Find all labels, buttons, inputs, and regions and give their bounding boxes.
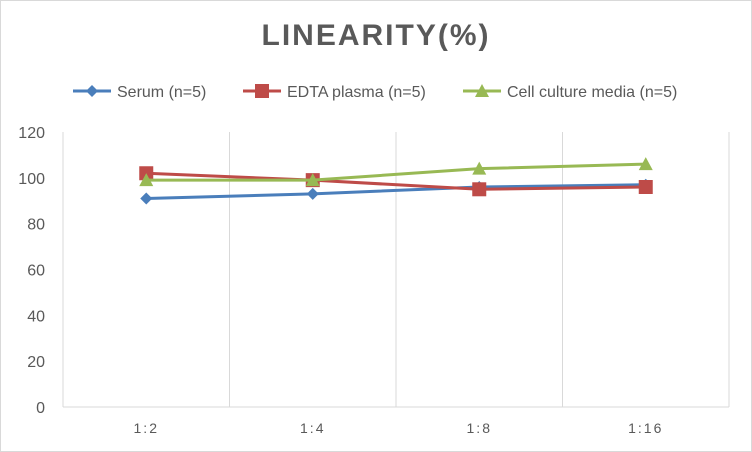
x-tick-label: 1:8 — [467, 420, 492, 436]
chart-title: LINEARITY(%) — [261, 19, 491, 52]
y-tick-label: 120 — [18, 125, 45, 142]
data-point — [140, 192, 153, 205]
data-point — [305, 173, 320, 187]
legend-marker — [255, 84, 269, 98]
data-point — [139, 173, 154, 187]
legend-marker — [475, 84, 489, 97]
legend-label: Serum (n=5) — [117, 84, 206, 101]
x-tick-label: 1:16 — [628, 420, 663, 436]
y-tick-label: 100 — [18, 171, 45, 188]
y-tick-label: 60 — [27, 263, 45, 280]
series-line — [146, 171, 646, 191]
legend-label: Cell culture media (n=5) — [507, 84, 677, 101]
y-tick-label: 0 — [36, 400, 45, 417]
series-line — [146, 162, 646, 182]
data-point — [638, 157, 653, 171]
data-point — [472, 161, 487, 175]
x-tick-label: 1:4 — [300, 420, 325, 436]
y-tick-label: 20 — [27, 354, 45, 371]
series-line — [146, 183, 646, 200]
y-tick-label: 40 — [27, 308, 45, 325]
y-tick-label: 80 — [27, 217, 45, 234]
x-tick-label: 1:2 — [134, 420, 159, 436]
data-point — [638, 180, 653, 194]
data-point — [306, 187, 319, 200]
legend-marker — [86, 85, 98, 97]
legend-label: EDTA plasma (n=5) — [287, 84, 426, 101]
data-point — [472, 182, 487, 197]
